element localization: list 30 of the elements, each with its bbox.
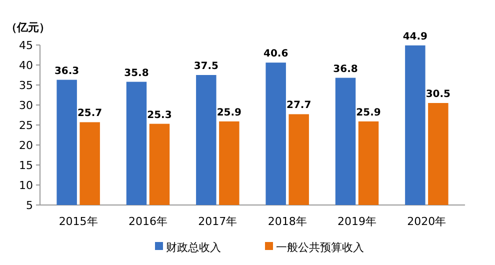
data-label: 25.9: [356, 107, 381, 118]
data-label: 44.9: [402, 31, 428, 42]
y-tick-label: 45: [19, 38, 33, 52]
data-label: 35.8: [124, 68, 149, 79]
y-tick-label: 40: [19, 58, 33, 72]
data-label: 25.7: [77, 108, 102, 120]
y-tick-label: 30: [19, 98, 33, 112]
x-tick-label: 2018年: [268, 215, 307, 228]
legend-label: 财政总收入: [166, 240, 221, 254]
data-label: 36.3: [54, 66, 80, 77]
y-tick-label: 25: [19, 118, 33, 132]
data-label: 30.5: [426, 89, 451, 100]
y-tick-label: 15: [19, 158, 33, 172]
y-tick-label: 10: [19, 178, 33, 192]
data-label: 25.3: [147, 110, 172, 121]
y-axis-title: （亿元）: [6, 21, 50, 34]
y-tick-label: 35: [19, 78, 33, 92]
x-tick-label: 2015年: [58, 215, 98, 228]
y-tick-label: 20: [19, 138, 33, 152]
data-label: 27.7: [286, 100, 312, 112]
data-label: 40.6: [263, 48, 288, 60]
legend-label: 一般公共预算收入: [276, 240, 364, 254]
x-tick-label: 2016年: [128, 215, 168, 228]
x-tick-label: 2019年: [338, 215, 377, 228]
data-label: 36.8: [333, 64, 358, 75]
data-label: 25.9: [216, 107, 242, 118]
x-tick-label: 2020年: [407, 215, 446, 228]
y-tick-label: 5: [26, 198, 33, 212]
data-label: 37.5: [194, 61, 219, 72]
x-tick-label: 2017年: [198, 215, 238, 228]
